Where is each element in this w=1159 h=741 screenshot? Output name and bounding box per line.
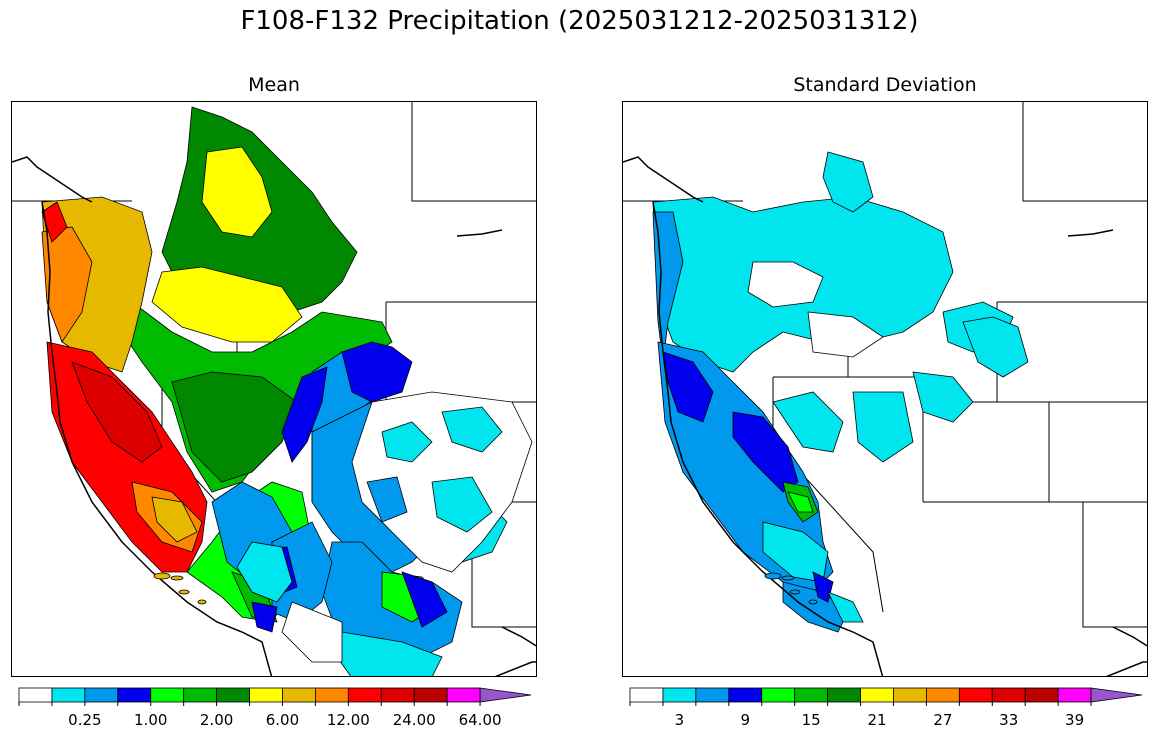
colorbar-mean-labels: 0.25 1.00 2.00 6.00 12.00 24.00 64.00 — [19, 711, 531, 731]
colorbar-segment — [446, 687, 481, 703]
colorbar-segment — [51, 687, 86, 703]
colorbar-std-labels: 3 9 15 21 27 33 39 — [630, 711, 1142, 731]
colorbar-segment — [413, 687, 448, 703]
panel-title-std: Standard Deviation — [793, 74, 977, 96]
colorbar-tick-label: 0.25 — [68, 711, 102, 729]
colorbar-segment — [18, 687, 53, 703]
colorbar-segment — [958, 687, 993, 703]
colorbar-segment — [860, 687, 894, 703]
colorbar-segment — [380, 687, 415, 703]
map-mean[interactable] — [11, 101, 537, 677]
coastline-mean — [12, 156, 536, 676]
colorbar-tick-label: 33 — [999, 711, 1019, 729]
colorbar-segment — [1090, 687, 1143, 703]
colorbar-segment — [282, 687, 316, 703]
colorbar-segment — [662, 687, 697, 703]
colorbar-tick-label: 21 — [867, 711, 887, 729]
colorbar-segment — [117, 687, 152, 703]
colorbar-segment — [794, 687, 829, 703]
colorbar-segment — [347, 687, 382, 703]
colorbar-tick-label: 1.00 — [134, 711, 168, 729]
coastline-std — [623, 156, 1147, 676]
colorbar-segment — [728, 687, 763, 703]
map-std[interactable] — [622, 101, 1148, 677]
colorbar-tick-label: 2.00 — [199, 711, 234, 729]
colorbar-tick-label: 39 — [1065, 711, 1085, 729]
colorbar-tick-label: 3 — [674, 711, 685, 729]
mean-map-svg — [12, 102, 536, 676]
colorbar-tick-label: 24.00 — [392, 711, 436, 729]
std-map-svg — [623, 102, 1147, 676]
colorbar-tick-label: 6.00 — [265, 711, 300, 729]
colorbar-tick-label: 27 — [933, 711, 953, 729]
panel-title-mean: Mean — [248, 74, 300, 96]
colorbar-std — [629, 687, 1143, 706]
colorbar-segment — [1024, 687, 1059, 703]
colorbar-segment — [183, 687, 218, 703]
colorbar-tick-label: 15 — [801, 711, 821, 729]
colorbar-segment — [893, 687, 927, 703]
colorbar-segment — [314, 687, 349, 703]
colorbar-segment — [150, 687, 185, 703]
colorbar-segment — [249, 687, 283, 703]
colorbar-segment — [925, 687, 960, 703]
colorbar-mean — [18, 687, 532, 706]
colorbar-tick-label: 12.00 — [326, 711, 370, 729]
colorbar-segment — [695, 687, 730, 703]
std-precip-regions — [652, 151, 1029, 633]
mean-precip-regions — [41, 106, 533, 676]
colorbar-tick-label: 64.00 — [458, 711, 502, 729]
colorbar-mean-svg — [18, 687, 532, 706]
colorbar-segment — [991, 687, 1026, 703]
colorbar-segment — [1057, 687, 1092, 703]
colorbar-std-svg — [629, 687, 1143, 706]
colorbar-segment — [629, 687, 664, 703]
figure-title: F108-F132 Precipitation (2025031212-2025… — [240, 6, 919, 36]
colorbar-tick-label: 9 — [740, 711, 751, 729]
colorbar-segment — [761, 687, 796, 703]
colorbar-segment — [216, 687, 250, 703]
colorbar-segment — [84, 687, 119, 703]
colorbar-segment — [827, 687, 861, 703]
colorbar-segment — [479, 687, 532, 703]
